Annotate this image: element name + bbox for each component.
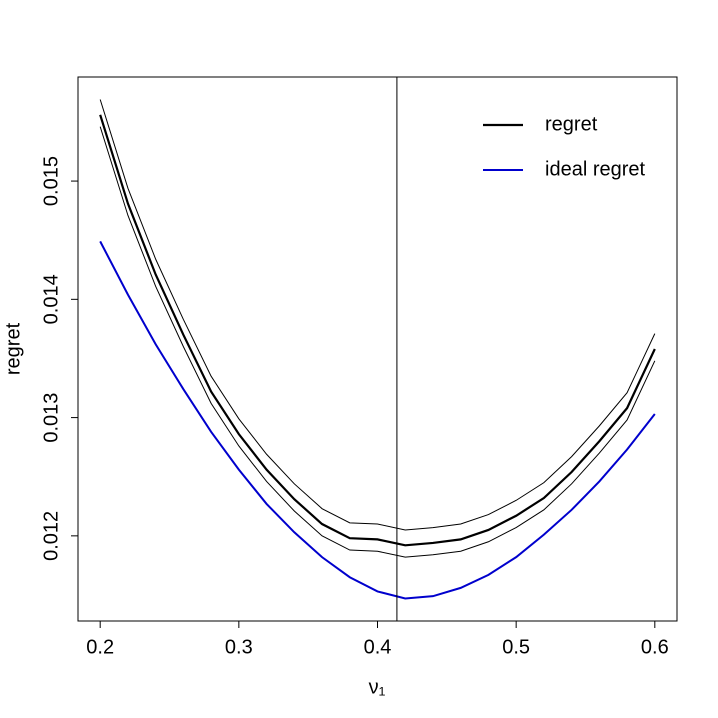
x-tick-label: 0.2: [86, 636, 114, 658]
x-tick-label: 0.6: [641, 636, 669, 658]
y-tick-label: 0.012: [40, 511, 62, 561]
y-axis-label: regret: [2, 322, 24, 375]
x-axis-label: ν₁: [369, 676, 386, 698]
series-line: [99, 114, 656, 547]
x-tick-label: 0.5: [502, 636, 530, 658]
y-tick-label: 0.013: [40, 393, 62, 443]
series-line: [99, 126, 656, 558]
series-line: [99, 99, 656, 531]
legend-label: regret: [545, 113, 598, 135]
legend-label: ideal regret: [545, 158, 646, 180]
x-tick-label: 0.3: [225, 636, 253, 658]
y-tick-label: 0.014: [40, 274, 62, 324]
y-tick-label: 0.015: [40, 156, 62, 206]
x-tick-label: 0.4: [364, 636, 392, 658]
series-line: [99, 240, 656, 600]
